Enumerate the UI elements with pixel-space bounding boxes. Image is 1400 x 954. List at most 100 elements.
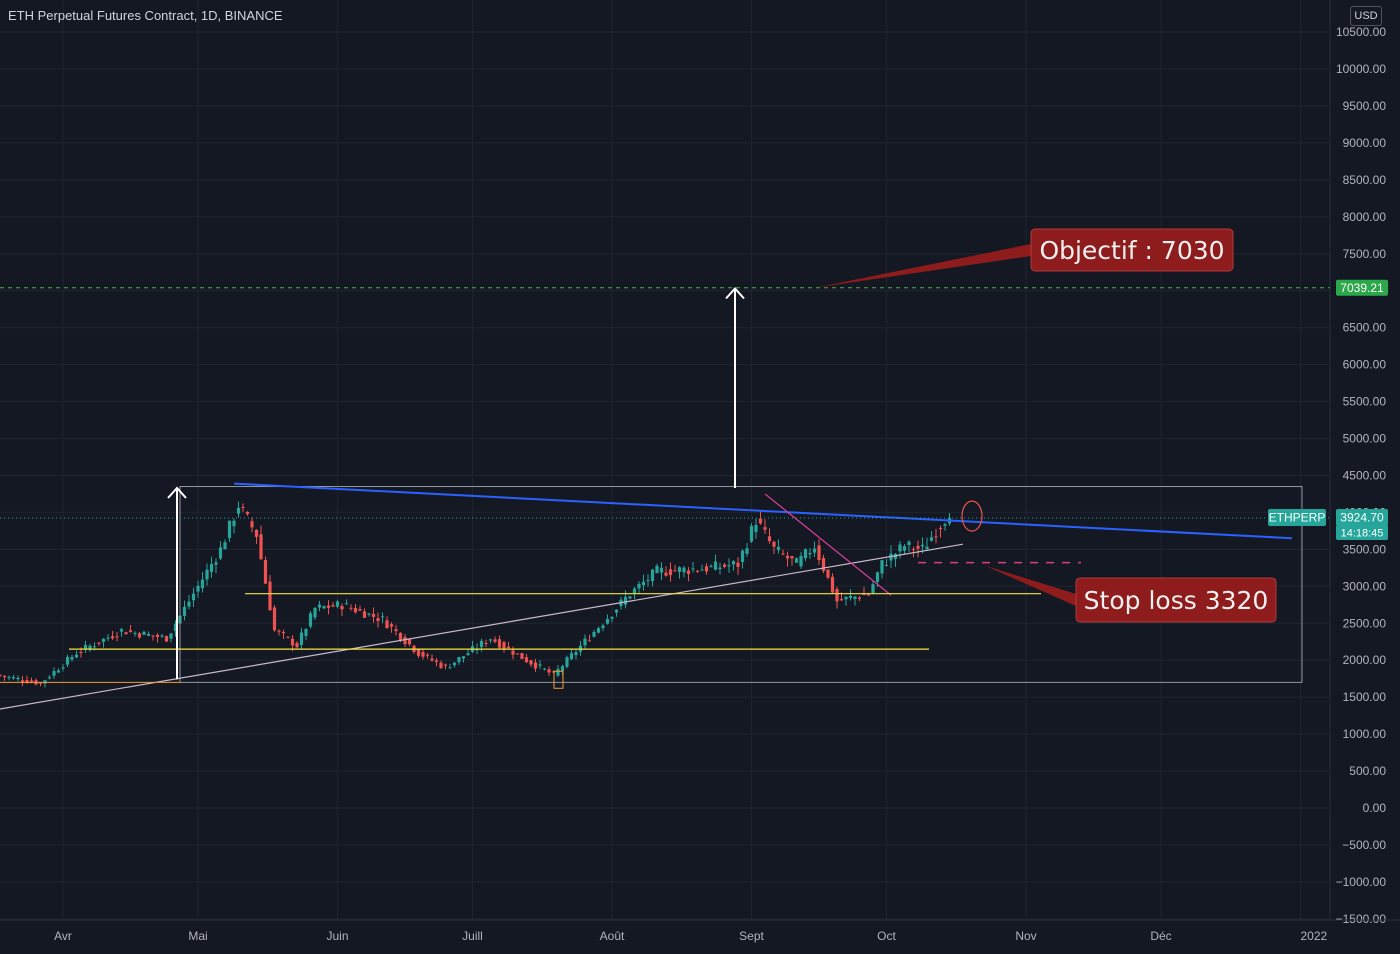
candle <box>736 557 740 576</box>
candle-body <box>434 660 439 662</box>
candle <box>151 635 155 641</box>
candle-body <box>223 542 227 550</box>
candle-body <box>385 620 389 629</box>
candle-body <box>803 549 808 559</box>
candle <box>677 566 682 579</box>
candle <box>196 580 200 598</box>
candle-body <box>596 628 601 633</box>
candle-body <box>92 646 97 648</box>
badge-text: ETHPERP <box>1269 510 1326 524</box>
price-axis-tick-label: 3500.00 <box>1343 542 1387 556</box>
price-axis-tick-label: 3000.00 <box>1343 579 1387 593</box>
candle-body <box>794 558 799 563</box>
candle <box>250 517 254 533</box>
range-box <box>179 486 1303 683</box>
candle <box>772 540 776 554</box>
currency-button[interactable]: USD <box>1350 6 1382 26</box>
candle-body <box>938 527 943 529</box>
candle <box>164 635 169 643</box>
candle <box>763 519 767 534</box>
price-axis-tick-label: 2000.00 <box>1343 653 1387 667</box>
candle-body <box>11 677 16 679</box>
candle-body <box>830 576 835 593</box>
candle <box>461 656 466 663</box>
candle <box>106 634 110 642</box>
candle <box>488 638 493 644</box>
candle <box>101 638 106 648</box>
candle <box>673 564 677 572</box>
candle <box>61 664 65 672</box>
candle <box>853 595 857 606</box>
candle <box>835 586 839 609</box>
candle <box>502 640 506 653</box>
candle-body <box>466 653 470 656</box>
candle <box>812 541 817 558</box>
time-axis-tick-label: Juill <box>462 929 483 943</box>
candle-body <box>317 604 322 608</box>
price-axis-tick-label: 1500.00 <box>1343 690 1387 704</box>
candle-body <box>614 609 619 613</box>
candle <box>443 663 448 670</box>
candle <box>632 587 637 599</box>
candle-body <box>772 541 776 547</box>
candle-body <box>403 637 407 645</box>
candle-body <box>781 553 785 555</box>
candle-body <box>457 657 461 663</box>
candle <box>133 631 137 637</box>
candle-body <box>650 569 655 582</box>
candle-body <box>187 601 191 607</box>
candle-body <box>479 640 484 648</box>
candle <box>646 574 650 587</box>
objective-callout: Objectif : 7030 <box>815 228 1234 288</box>
candle <box>52 667 56 679</box>
candle-body <box>425 654 430 656</box>
candle-body <box>637 583 641 589</box>
candle-body <box>506 646 511 649</box>
candle <box>304 628 308 641</box>
candle <box>182 600 187 621</box>
stop-loss-callout: Stop loss 3320 <box>985 565 1277 623</box>
candle <box>344 599 349 605</box>
candle-body <box>835 589 839 602</box>
candle-body <box>299 632 304 646</box>
candle <box>155 632 160 643</box>
candle <box>281 629 286 640</box>
price-axis-tick-label: 0.00 <box>1363 801 1387 815</box>
candle <box>938 525 943 538</box>
candle <box>794 557 799 563</box>
candle-body <box>911 549 916 551</box>
candle <box>236 501 241 518</box>
candle-body <box>182 606 187 616</box>
candle <box>56 668 61 673</box>
candle-body <box>749 525 754 542</box>
candle <box>709 564 713 568</box>
candle <box>610 616 614 623</box>
candle-body <box>700 569 704 571</box>
candle-body <box>808 552 812 555</box>
time-axis-tick-label: Oct <box>877 929 896 943</box>
candle <box>403 634 407 648</box>
callout-text: Stop loss 3320 <box>1084 586 1269 615</box>
symbol-badge: ETHPERP <box>1268 508 1326 526</box>
candle <box>713 554 718 571</box>
candle-body <box>587 640 592 642</box>
candle <box>209 556 214 578</box>
candle-body <box>785 555 790 559</box>
candle <box>187 595 191 610</box>
candle-body <box>0 674 2 676</box>
candle-body <box>115 636 119 638</box>
candle <box>529 659 533 667</box>
price-axis-tick-label: 1000.00 <box>1343 727 1387 741</box>
candle <box>254 529 259 544</box>
candle <box>245 511 250 516</box>
candle <box>232 518 236 534</box>
arrow-head <box>167 486 187 499</box>
candle-body <box>236 507 241 514</box>
candle <box>362 608 367 618</box>
candle <box>0 674 2 677</box>
candle <box>929 531 934 542</box>
candle-body <box>628 596 632 599</box>
